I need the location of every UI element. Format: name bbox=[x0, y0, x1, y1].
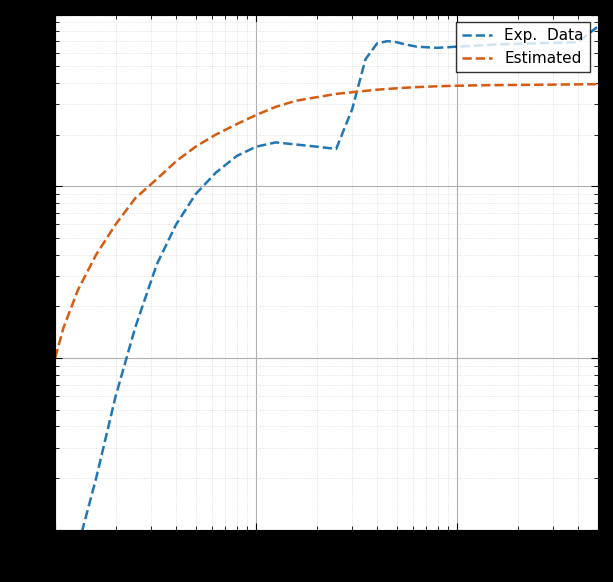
Estimated bbox=[493, 81, 501, 88]
Legend: Exp.  Data, Estimated: Exp. Data, Estimated bbox=[455, 22, 590, 72]
Estimated bbox=[93, 251, 100, 258]
Estimated bbox=[233, 120, 240, 127]
Estimated bbox=[313, 94, 321, 101]
Exp.  Data bbox=[373, 40, 381, 47]
Estimated bbox=[272, 104, 280, 111]
Estimated bbox=[433, 83, 440, 90]
Exp.  Data bbox=[153, 261, 161, 268]
Exp.  Data bbox=[493, 41, 501, 48]
Line: Estimated: Estimated bbox=[55, 84, 598, 358]
Exp.  Data bbox=[594, 23, 601, 30]
Exp.  Data bbox=[413, 43, 421, 50]
Exp.  Data bbox=[253, 143, 260, 150]
Exp.  Data bbox=[292, 141, 300, 148]
Line: Exp.  Data: Exp. Data bbox=[55, 27, 598, 582]
Exp.  Data bbox=[74, 543, 82, 550]
Estimated bbox=[253, 112, 260, 119]
Estimated bbox=[373, 86, 381, 93]
Exp.  Data bbox=[212, 169, 219, 176]
Exp.  Data bbox=[93, 474, 100, 481]
Exp.  Data bbox=[348, 106, 356, 113]
Exp.  Data bbox=[554, 39, 562, 46]
Estimated bbox=[153, 176, 161, 183]
Estimated bbox=[594, 81, 601, 88]
Exp.  Data bbox=[393, 39, 400, 46]
Estimated bbox=[212, 131, 219, 138]
Estimated bbox=[131, 195, 139, 202]
Exp.  Data bbox=[474, 42, 481, 49]
Estimated bbox=[574, 81, 582, 88]
Estimated bbox=[413, 84, 421, 91]
Exp.  Data bbox=[514, 40, 522, 47]
Exp.  Data bbox=[534, 40, 541, 47]
Estimated bbox=[393, 85, 400, 92]
Exp.  Data bbox=[172, 221, 180, 228]
Exp.  Data bbox=[574, 39, 582, 46]
Estimated bbox=[292, 97, 300, 104]
Exp.  Data bbox=[112, 392, 120, 399]
Exp.  Data bbox=[313, 143, 321, 150]
Exp.  Data bbox=[272, 139, 280, 146]
Estimated bbox=[172, 158, 180, 165]
Estimated bbox=[514, 81, 522, 88]
Estimated bbox=[554, 81, 562, 88]
Estimated bbox=[353, 88, 360, 95]
Estimated bbox=[74, 286, 82, 293]
Exp.  Data bbox=[454, 43, 461, 50]
Estimated bbox=[60, 324, 67, 331]
Exp.  Data bbox=[332, 146, 340, 152]
Estimated bbox=[51, 354, 59, 361]
Exp.  Data bbox=[192, 190, 199, 197]
Exp.  Data bbox=[131, 324, 139, 331]
Exp.  Data bbox=[433, 44, 440, 51]
Exp.  Data bbox=[233, 152, 240, 159]
Exp.  Data bbox=[384, 38, 391, 45]
Estimated bbox=[332, 90, 340, 97]
Estimated bbox=[192, 143, 199, 150]
Exp.  Data bbox=[402, 41, 409, 48]
Estimated bbox=[474, 82, 481, 89]
Estimated bbox=[454, 82, 461, 89]
Estimated bbox=[112, 221, 120, 228]
Estimated bbox=[534, 81, 541, 88]
Exp.  Data bbox=[362, 56, 369, 63]
